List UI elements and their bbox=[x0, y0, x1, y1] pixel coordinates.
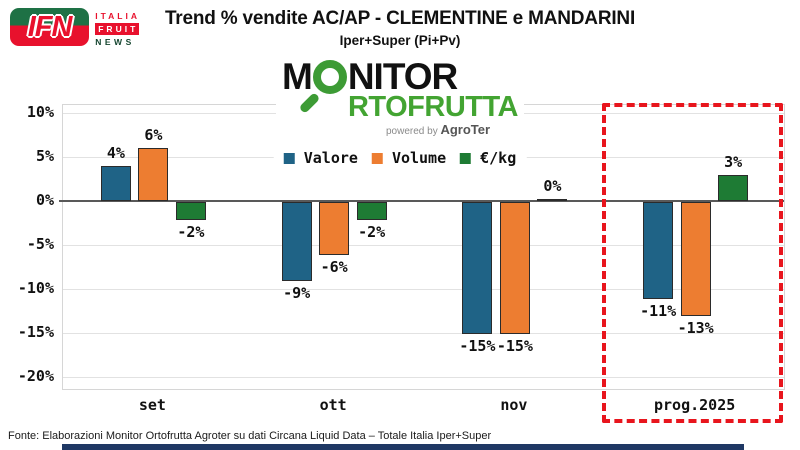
ifn-fruit-label: FRUIT bbox=[95, 23, 140, 35]
legend-label: €/kg bbox=[480, 149, 517, 167]
y-tick-label: -20% bbox=[17, 367, 54, 385]
monitor-ortofrutta-logo: M NITOR RTOFRUTTA powered by AgroTer bbox=[275, 58, 525, 137]
legend-item-valore: Valore bbox=[283, 149, 358, 167]
bar-volume-set bbox=[138, 148, 169, 201]
source-note: Fonte: Elaborazioni Monitor Ortofrutta A… bbox=[8, 430, 492, 442]
ortofrutta-wordmark: RTOFRUTTA bbox=[347, 91, 519, 123]
bar-value-label: 3% bbox=[724, 152, 743, 171]
y-tick-label: -15% bbox=[17, 323, 54, 341]
x-category-label-set: set bbox=[138, 396, 166, 414]
chart-subtitle: Iper+Super (Pi+Pv) bbox=[339, 33, 461, 48]
title-block: Trend % vendite AC/AP - CLEMENTINE e MAN… bbox=[0, 8, 800, 48]
bar--kg-nov bbox=[537, 199, 568, 201]
gridline bbox=[63, 289, 784, 290]
ifn-logo-wordmark: ITALIA FRUIT NEWS bbox=[95, 8, 140, 50]
bar-value-label: -2% bbox=[177, 222, 205, 241]
y-tick-label: 0% bbox=[35, 191, 54, 209]
powered-by-line: powered by AgroTer bbox=[282, 122, 518, 137]
bar-value-label: -15% bbox=[459, 337, 496, 355]
magnifier-icon bbox=[312, 60, 347, 94]
monitor-wordmark: M NITOR bbox=[282, 58, 518, 96]
chart-legend: Valore Volume €/kg bbox=[273, 147, 527, 169]
y-tick-label: 5% bbox=[35, 147, 54, 165]
monitor-m: M bbox=[281, 56, 313, 97]
x-category-label-nov: nov bbox=[500, 396, 528, 414]
bar-volume-ott bbox=[319, 202, 350, 255]
bar-value-label: -6% bbox=[320, 257, 348, 276]
gridline bbox=[63, 333, 784, 334]
x-category-label-prog-2025: prog.2025 bbox=[653, 396, 736, 414]
bar-value-label: -15% bbox=[496, 337, 533, 355]
zero-axis-line bbox=[59, 200, 784, 202]
ifn-logo-acronym: IFN bbox=[27, 10, 73, 43]
legend-item-volume: Volume bbox=[371, 149, 447, 167]
bar-valore-prog-2025 bbox=[643, 202, 674, 299]
gridline bbox=[63, 245, 784, 246]
bar-value-label: -13% bbox=[677, 319, 714, 338]
ifn-logo: IFN ITALIA FRUIT NEWS bbox=[10, 8, 140, 50]
y-tick-label: 10% bbox=[26, 103, 54, 121]
gridline bbox=[63, 377, 784, 378]
agroter-label: AgroTer bbox=[440, 122, 491, 137]
powered-by-label: powered by bbox=[385, 126, 441, 137]
x-category-label-ott: ott bbox=[319, 396, 347, 414]
bar--kg-prog-2025 bbox=[718, 174, 749, 201]
ifn-news-label: NEWS bbox=[95, 37, 135, 47]
legend-swatch bbox=[460, 152, 472, 164]
bar-value-label: 6% bbox=[144, 126, 163, 145]
bar-valore-nov bbox=[462, 202, 493, 334]
bar-volume-nov bbox=[499, 202, 530, 334]
bar-volume-prog-2025 bbox=[680, 202, 711, 317]
chart-title: Trend % vendite AC/AP - CLEMENTINE e MAN… bbox=[164, 8, 636, 29]
bar-value-label: -2% bbox=[358, 222, 386, 241]
bar-valore-ott bbox=[281, 202, 312, 282]
ifn-italia-label: ITALIA bbox=[95, 11, 140, 21]
monitor-nitor: NITOR bbox=[347, 56, 458, 97]
y-tick-label: -10% bbox=[17, 279, 54, 297]
legend-label: Volume bbox=[391, 149, 447, 167]
bar-valore-set bbox=[100, 165, 131, 201]
bar--kg-ott bbox=[356, 202, 387, 220]
legend-label: Valore bbox=[303, 149, 358, 167]
bar--kg-set bbox=[175, 202, 206, 220]
bar-value-label: -11% bbox=[640, 301, 677, 320]
legend-swatch bbox=[371, 152, 383, 164]
legend-swatch bbox=[283, 152, 295, 164]
bar-value-label: 4% bbox=[106, 143, 125, 162]
bar-value-label: 0% bbox=[543, 177, 562, 195]
bottom-accent-bar bbox=[62, 444, 744, 450]
highlight-box-prog2025 bbox=[602, 103, 783, 423]
y-tick-label: -5% bbox=[26, 235, 54, 253]
legend-item--kg: €/kg bbox=[460, 149, 516, 167]
ifn-logo-box: IFN bbox=[10, 8, 90, 46]
bar-value-label: -9% bbox=[283, 284, 311, 303]
